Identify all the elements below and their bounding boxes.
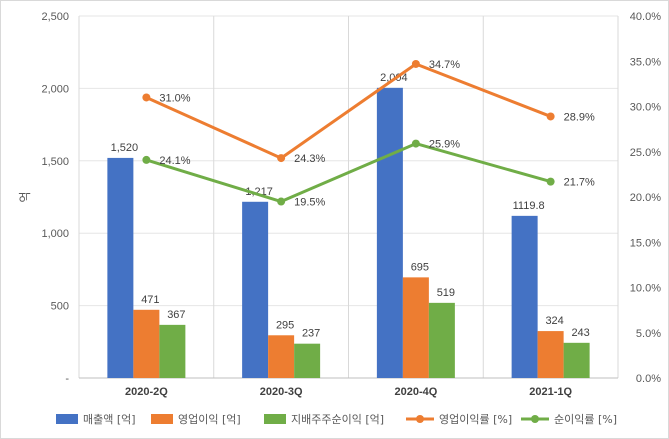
legend-label: 영업이익률 [%] (439, 413, 512, 426)
legend-label: 영업이익 [억] (178, 413, 241, 426)
bar-data-label: 237 (302, 328, 320, 340)
y2-tick-label: 10.0% (630, 283, 661, 295)
y2-tick-label: 0.0% (636, 373, 661, 385)
line-data-label: 31.0% (159, 92, 190, 104)
x-tick-label: 2021-1Q (529, 386, 572, 398)
bar-data-label: 367 (167, 309, 185, 321)
bar (537, 331, 564, 378)
bar-data-label: 324 (545, 315, 563, 327)
bar (428, 302, 455, 378)
line-point (411, 139, 420, 148)
y2-tick-label: 30.0% (630, 102, 661, 114)
y-tick-label: 2,500 (41, 11, 69, 23)
line-data-label: 25.9% (429, 139, 460, 151)
legend-swatch (264, 414, 286, 424)
line-point (546, 112, 555, 121)
y2-tick-label: 25.0% (630, 147, 661, 159)
bar (107, 157, 134, 378)
legend-marker (416, 415, 424, 423)
line-point (277, 197, 286, 206)
bar (376, 87, 403, 378)
line-data-label: 24.3% (294, 153, 325, 165)
series-line (145, 142, 552, 204)
bar-data-label: 471 (141, 294, 159, 306)
legend-label: 매출액 [억] (83, 413, 136, 426)
legend-marker (531, 415, 539, 423)
bar-data-label: 695 (411, 261, 429, 273)
y2-tick-label: 35.0% (630, 56, 661, 68)
line-point (142, 155, 151, 164)
bar (294, 343, 321, 378)
y2-tick-label: 40.0% (630, 11, 661, 23)
series-line (145, 62, 552, 160)
y-tick-label: 1,000 (41, 228, 69, 240)
y2-tick-label: 15.0% (630, 237, 661, 249)
legend-swatch (56, 414, 78, 424)
y-tick-label: 1,500 (41, 156, 69, 168)
bar-data-label: 243 (571, 327, 589, 339)
bar-data-label: 519 (437, 287, 455, 299)
y-axis-title: 억 (18, 191, 32, 202)
line-point (411, 59, 420, 68)
bar (402, 277, 429, 378)
bar (268, 335, 295, 378)
bar (563, 342, 590, 378)
bar (133, 309, 160, 378)
legend-swatch (151, 414, 173, 424)
line-data-label: 19.5% (294, 197, 325, 209)
line-point (546, 177, 555, 186)
line-data-label: 24.1% (159, 155, 190, 167)
y-tick-label: 500 (51, 301, 69, 313)
bar (511, 215, 538, 378)
x-tick-label: 2020-2Q (125, 386, 168, 398)
bar-data-label: 1,520 (111, 142, 139, 154)
bar-data-label: 1,217 (245, 186, 273, 198)
line-point (277, 154, 286, 163)
y2-tick-label: 5.0% (636, 328, 661, 340)
x-tick-label: 2020-3Q (260, 386, 303, 398)
legend-label: 순이익률 [%] (554, 413, 617, 426)
y-tick-label: - (65, 373, 69, 385)
y-tick-label: 2,000 (41, 83, 69, 95)
bar-data-label: 1119.8 (513, 200, 545, 212)
legend-label: 지배주주순이익 [억] (291, 413, 384, 426)
line-data-label: 34.7% (429, 59, 460, 71)
line-data-label: 21.7% (564, 177, 595, 189)
x-tick-label: 2020-4Q (394, 386, 437, 398)
bar (159, 324, 186, 378)
line-point (142, 93, 151, 102)
bar (242, 201, 269, 378)
line-data-label: 28.9% (564, 111, 595, 123)
y2-tick-label: 20.0% (630, 192, 661, 204)
bar-data-label: 295 (276, 319, 294, 331)
